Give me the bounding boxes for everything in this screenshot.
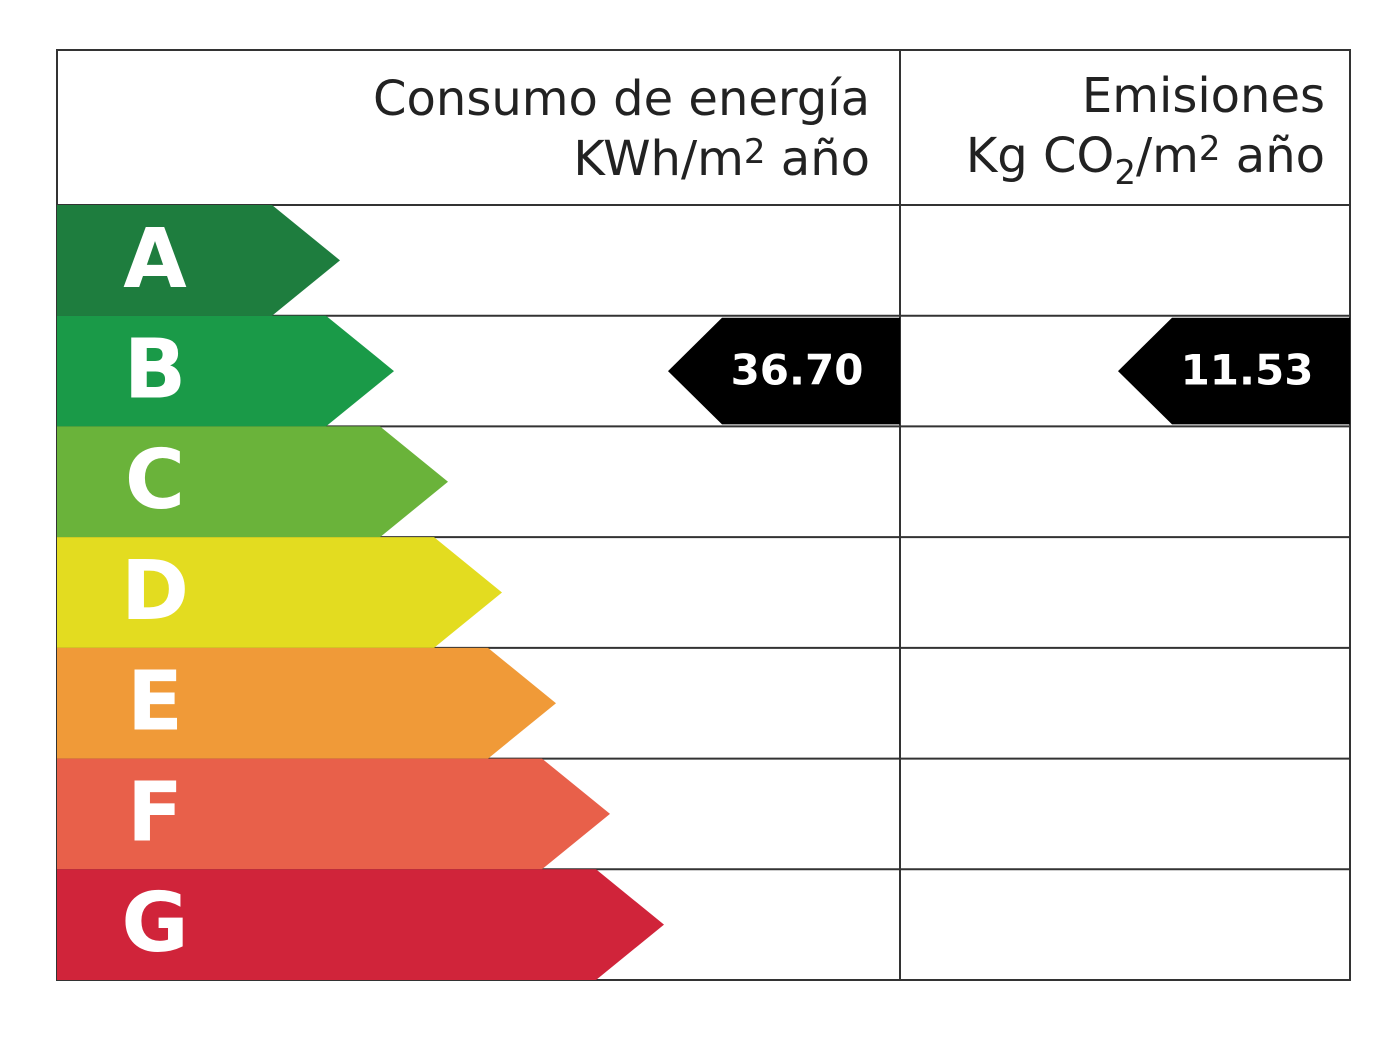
rating-letter: C	[125, 433, 185, 528]
rating-arrow	[57, 426, 448, 538]
unit-part: 2	[1199, 129, 1221, 169]
emissions-value: 11.53	[1181, 346, 1314, 395]
rating-arrow	[57, 537, 502, 648]
rating-letter: F	[127, 765, 183, 860]
energy-title: Consumo de energía	[373, 71, 870, 127]
unit-part: año	[766, 131, 870, 187]
unit-part: 2	[1114, 153, 1136, 193]
rating-letter: D	[121, 544, 189, 639]
rating-letter: A	[123, 212, 187, 307]
unit-part: año	[1221, 128, 1325, 184]
emissions-title: Emisiones	[1082, 68, 1325, 124]
emissions-unit: Kg CO2/m2 año	[966, 128, 1325, 193]
energy-unit: KWh/m2 año	[573, 131, 870, 187]
rating-arrow	[57, 647, 556, 759]
energy-marker	[668, 317, 900, 425]
rating-arrow	[57, 315, 394, 427]
rating-letter: B	[124, 323, 187, 418]
rating-letter: E	[127, 655, 183, 750]
emissions-marker	[1118, 317, 1350, 425]
rating-arrow	[57, 205, 340, 316]
unit-part: 2	[744, 132, 766, 172]
unit-part: Kg CO	[966, 128, 1115, 184]
rating-arrow	[57, 758, 610, 870]
energy-value: 36.70	[731, 346, 864, 395]
rating-arrow	[57, 869, 664, 980]
unit-part: /m	[1136, 128, 1199, 184]
unit-part: KWh/m	[573, 131, 744, 187]
rating-letter: G	[121, 876, 188, 971]
